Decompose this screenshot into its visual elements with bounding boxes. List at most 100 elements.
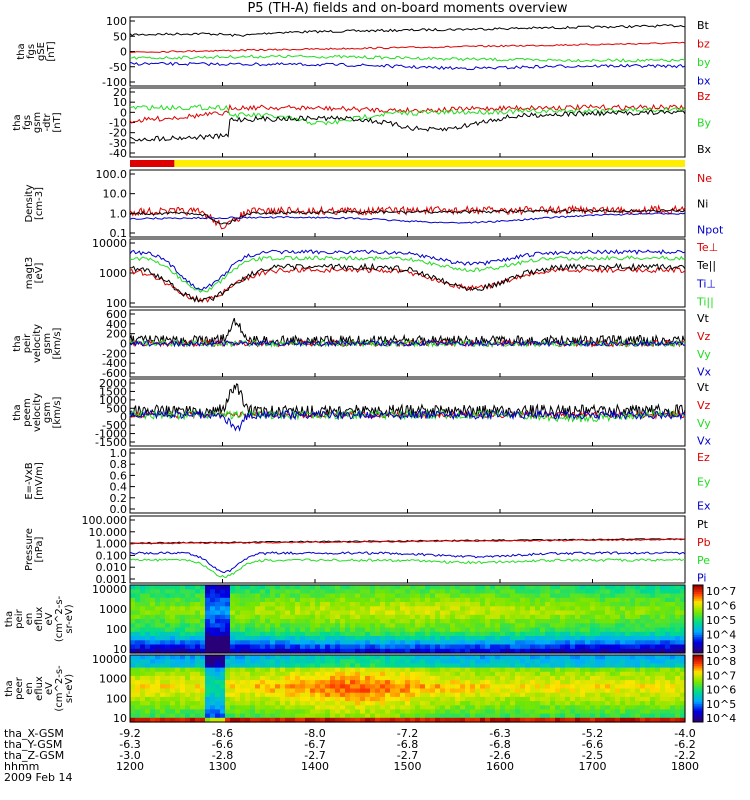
- spectrogram-cell: [360, 675, 366, 681]
- spectrogram-cell: [330, 585, 336, 590]
- spectrogram-cell: [380, 692, 386, 698]
- spectrogram-cell: [545, 713, 551, 719]
- spectrogram-cell: [650, 644, 656, 650]
- spectrogram-cell: [520, 675, 526, 681]
- spectrogram-cell: [415, 593, 421, 599]
- spectrogram-cell: [545, 684, 551, 690]
- spectrogram-cell: [150, 614, 156, 620]
- spectrogram-cell: [645, 627, 651, 633]
- spectrogram-cell: [275, 606, 281, 612]
- spectrogram-cell: [310, 610, 316, 616]
- spectrogram-cell: [300, 696, 306, 702]
- spectrogram-cell: [280, 606, 286, 612]
- spectrogram-cell: [220, 713, 226, 719]
- spectrogram-cell: [395, 659, 401, 664]
- spectrogram-cell: [370, 667, 376, 673]
- spectrogram-cell: [335, 663, 341, 669]
- x-axis-table: tha_X-GSM -9.2 -8.6 -8.0 -7.2 -6.3 -5.2 -4.0tha…: [4, 727, 699, 784]
- spectrogram-cell: [310, 659, 316, 664]
- colorbar-step: [693, 690, 703, 694]
- spectrogram-cell: [295, 671, 301, 677]
- spectrogram-cell: [570, 640, 576, 646]
- spectrogram-cell: [595, 610, 601, 616]
- spectrogram-cell: [335, 680, 341, 685]
- spectrogram-cell: [410, 659, 416, 664]
- spectrogram-cell: [270, 602, 276, 607]
- spectrogram-cell: [340, 593, 346, 599]
- spectrogram-cell: [260, 713, 266, 719]
- spectrogram-cell: [545, 701, 551, 706]
- spectrogram-cell: [420, 597, 426, 603]
- spectrogram-cell: [615, 655, 621, 660]
- spectrogram-cell: [265, 709, 271, 715]
- spectrogram-cell: [495, 688, 501, 694]
- spectrogram-cell: [240, 705, 246, 711]
- spectrogram-cell: [345, 585, 351, 590]
- spectrogram-cell: [620, 717, 626, 723]
- spectrogram-cell: [385, 648, 391, 654]
- spectrogram-cell: [485, 602, 491, 607]
- spectrogram-cell: [320, 623, 326, 629]
- spectrogram-cell: [625, 688, 631, 694]
- spectrogram-cell: [485, 667, 491, 673]
- spectrogram-cell: [505, 696, 511, 702]
- spectrogram-cell: [575, 623, 581, 629]
- spectrogram-cell: [240, 675, 246, 681]
- spectrogram-cell: [425, 614, 431, 620]
- x-axis-value: -7.2: [397, 727, 418, 740]
- spectrogram-cell: [280, 602, 286, 607]
- spectrogram-cell: [635, 680, 641, 685]
- spectrogram-cell: [615, 589, 621, 595]
- spectrogram-cell: [630, 606, 636, 612]
- spectrogram-cell: [595, 585, 601, 590]
- spectrogram-cell: [310, 602, 316, 607]
- spectrogram-cell: [365, 589, 371, 595]
- y-axis-label: tha: [16, 43, 27, 59]
- series-line-Pi: [129, 551, 686, 574]
- spectrogram-cell: [225, 623, 231, 629]
- spectrogram-cell: [255, 648, 261, 654]
- spectrogram-cell: [400, 692, 406, 698]
- spectrogram-cell: [390, 705, 396, 711]
- spectrogram-cell: [670, 701, 676, 706]
- spectrogram-cell: [675, 593, 681, 599]
- y-tick-label: 1000: [99, 673, 127, 686]
- spectrogram-cell: [570, 627, 576, 633]
- spectrogram-cell: [565, 688, 571, 694]
- spectrogram-cell: [155, 627, 161, 633]
- spectrogram-cell: [415, 585, 421, 590]
- spectrogram-cell: [395, 692, 401, 698]
- spectrogram-cell: [595, 589, 601, 595]
- spectrogram-cell: [260, 593, 266, 599]
- spectrogram-cell: [675, 688, 681, 694]
- spectrogram-cell: [650, 713, 656, 719]
- spectrogram-cell: [330, 602, 336, 607]
- spectrogram-cell: [565, 597, 571, 603]
- spectrogram-cell: [635, 614, 641, 620]
- spectrogram-cell: [140, 675, 146, 681]
- spectrogram-cell: [205, 667, 211, 673]
- spectrogram-cell: [665, 659, 671, 664]
- spectrogram-cell: [635, 589, 641, 595]
- spectrogram-cell: [155, 619, 161, 624]
- spectrogram-cell: [225, 636, 231, 641]
- spectrogram-cell: [525, 623, 531, 629]
- spectrogram-cell: [595, 692, 601, 698]
- spectrogram-cell: [530, 680, 536, 685]
- x-axis-value: -6.3: [489, 727, 510, 740]
- spectrogram-cell: [195, 610, 201, 616]
- spectrogram-cell: [595, 627, 601, 633]
- spectrogram-cell: [270, 597, 276, 603]
- spectrogram-cell: [370, 597, 376, 603]
- spectrogram-cell: [140, 597, 146, 603]
- spectrogram-cell: [295, 585, 301, 590]
- spectrogram-cell: [555, 696, 561, 702]
- spectrogram-cell: [235, 705, 241, 711]
- spectrogram-cell: [450, 614, 456, 620]
- spectrogram-cell: [225, 589, 231, 595]
- spectrogram-cell: [505, 593, 511, 599]
- spectrogram-cell: [140, 680, 146, 685]
- spectrogram-cell: [385, 663, 391, 669]
- spectrogram-cell: [665, 717, 671, 723]
- spectrogram-cell: [475, 648, 481, 654]
